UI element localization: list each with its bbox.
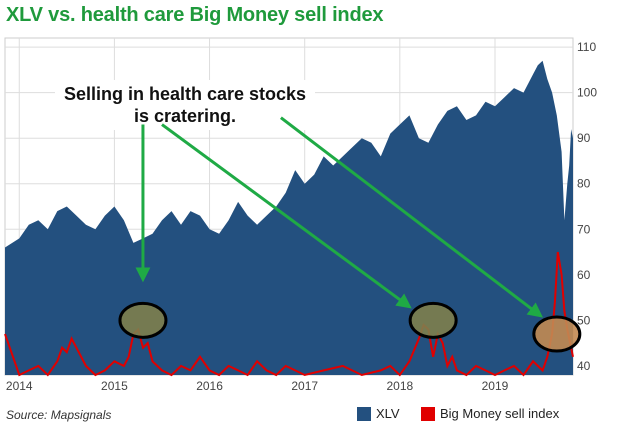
annotation-line-1: is cratering. [134,106,236,126]
sell-index-line [4,251,574,377]
y-tick-label-1: 50 [577,313,591,327]
y-tick-label-0: 40 [577,359,591,373]
y-tick-label-3: 70 [577,222,591,236]
legend-sell-index-swatch [421,406,435,421]
y-tick-label-5: 90 [577,131,591,145]
highlight-circle-2 [532,315,582,353]
legend-xlv: XLV [357,406,400,421]
y-tick-label-4: 80 [577,177,591,191]
y-tick-label-7: 110 [577,40,596,54]
x-tick-label-1: 2015 [101,379,128,393]
legend-sell-index: Big Money sell index [421,406,559,421]
legend-xlv-label: XLV [376,406,400,421]
x-tick-label-3: 2017 [291,379,318,393]
annotation-line-0: Selling in health care stocks [64,84,306,104]
x-tick-label-5: 2019 [482,379,509,393]
highlight-circle-0 [118,301,168,339]
legend-sell-index-label: Big Money sell index [440,406,560,421]
annotation-arrow-1 [161,123,412,309]
y-tick-label-2: 60 [577,268,591,282]
annotation-box [55,80,315,130]
y-tick-label-6: 100 [577,86,597,100]
x-tick-label-0: 2014 [6,379,33,393]
source-note: Source: Mapsignals [6,408,112,422]
highlight-circle-1 [408,301,458,339]
chart-title: XLV vs. health care Big Money sell index [6,4,384,26]
x-tick-label-2: 2016 [196,379,223,393]
legend-xlv-swatch [357,406,371,421]
annotation-arrow-2 [280,116,544,318]
x-tick-label-4: 2018 [386,379,413,393]
